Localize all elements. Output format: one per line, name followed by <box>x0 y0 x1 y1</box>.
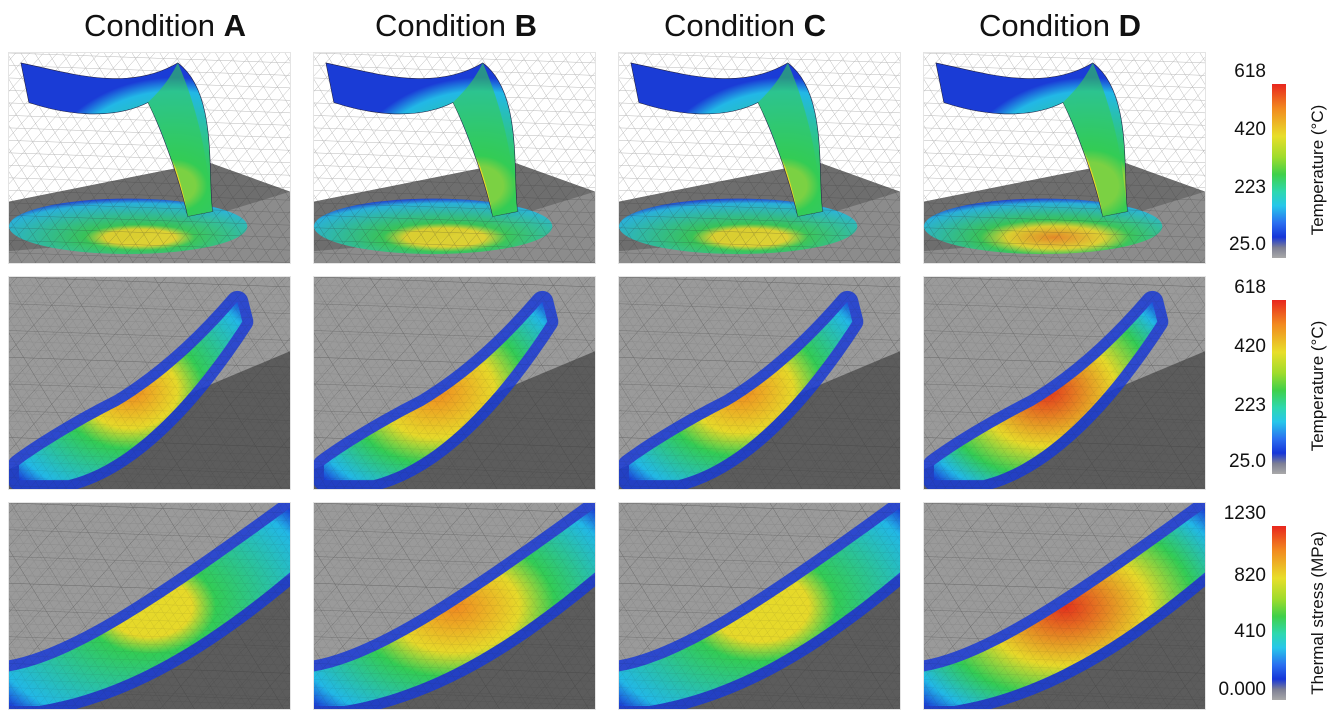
chip-underside <box>758 62 823 217</box>
fem-view <box>924 53 1205 263</box>
legend2-tick-3: 223 <box>1234 395 1266 416</box>
header-condition-a: Condition A <box>20 6 310 46</box>
stress-colorbar-row3 <box>1272 526 1286 700</box>
panel-row1-condition-c <box>618 52 901 264</box>
legend1-tick-2: 420 <box>1234 119 1266 140</box>
legend1-title: Temperature (°C) <box>1308 104 1327 236</box>
legend2-tick-max: 618 <box>1234 277 1266 298</box>
mesh-lines <box>9 277 290 489</box>
fem-view <box>924 277 1205 489</box>
temperature-colorbar-row1 <box>1272 84 1286 258</box>
legend3-tick-2: 820 <box>1234 565 1266 586</box>
header-letter: D <box>1118 8 1141 43</box>
header-condition-b: Condition B <box>311 6 601 46</box>
fem-view <box>619 277 900 489</box>
header-condition-d: Condition D <box>915 6 1205 46</box>
panel-row2-condition-a <box>8 276 291 490</box>
panel-row3-condition-d <box>923 502 1206 710</box>
panel-row2-condition-d <box>923 276 1206 490</box>
header-letter: C <box>803 8 826 43</box>
panel-row3-condition-c <box>618 502 901 710</box>
panel-row1-condition-b <box>313 52 596 264</box>
contact-zone <box>619 503 900 709</box>
legend1-tick-min: 25.0 <box>1229 234 1266 255</box>
panel-row1-condition-d <box>923 52 1206 264</box>
chip-underside <box>148 62 213 217</box>
fem-view <box>9 53 290 263</box>
header-letter: B <box>514 8 537 43</box>
panel-row2-condition-c <box>618 276 901 490</box>
temperature-colorbar-row2 <box>1272 300 1286 474</box>
mesh-lines <box>924 503 1205 709</box>
fem-view <box>9 277 290 489</box>
panel-row1-condition-a <box>8 52 291 264</box>
legend3-tick-3: 410 <box>1234 621 1266 642</box>
panel-row3-condition-b <box>313 502 596 710</box>
mesh-lines <box>314 277 595 489</box>
header-prefix: Condition <box>375 8 515 43</box>
fem-view <box>619 53 900 263</box>
contact-zone <box>9 503 290 709</box>
mesh-lines <box>619 503 900 709</box>
legend3-tick-min: 0.000 <box>1218 679 1266 700</box>
header-prefix: Condition <box>664 8 804 43</box>
header-letter: A <box>223 8 246 43</box>
fem-view <box>924 503 1205 709</box>
contact-zone <box>924 503 1205 709</box>
fem-view <box>9 503 290 709</box>
fem-view <box>314 503 595 709</box>
legend1-tick-max: 618 <box>1234 61 1266 82</box>
fem-view <box>314 53 595 263</box>
mesh-lines <box>9 503 290 709</box>
legend1-tick-3: 223 <box>1234 177 1266 198</box>
contact-zone <box>314 290 559 489</box>
contact-zone <box>924 290 1169 489</box>
panel-row3-condition-a <box>8 502 291 710</box>
legend2-tick-2: 420 <box>1234 336 1266 357</box>
mesh-lines <box>924 277 1205 489</box>
header-prefix: Condition <box>979 8 1119 43</box>
legend3-title: Thermal stress (MPa) <box>1308 531 1327 695</box>
header-prefix: Condition <box>84 8 224 43</box>
contact-zone <box>314 503 595 709</box>
contact-zone <box>9 290 254 489</box>
legend2-tick-min: 25.0 <box>1229 451 1266 472</box>
mesh-lines <box>619 277 900 489</box>
legend3-tick-max: 1230 <box>1223 503 1266 524</box>
panel-row2-condition-b <box>313 276 596 490</box>
fem-view <box>619 503 900 709</box>
legend2-title: Temperature (°C) <box>1308 320 1327 452</box>
chip-underside <box>453 62 518 217</box>
header-condition-c: Condition C <box>600 6 890 46</box>
chip-underside <box>1063 62 1128 217</box>
fem-view <box>314 277 595 489</box>
mesh-lines <box>314 503 595 709</box>
contact-zone <box>619 290 864 489</box>
